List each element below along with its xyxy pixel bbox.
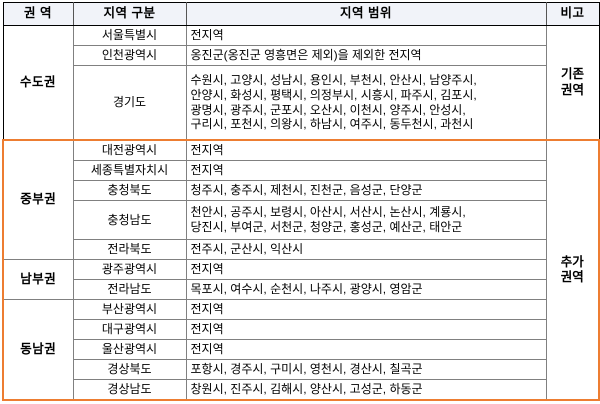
header-row: 권 역 지역 구분 지역 범위 비고 [2,2,600,26]
region-scope-line: 전지역 [190,302,224,317]
table-row: 경상북도 포항시, 경주시, 구미시, 영천시, 경산시, 칠곡군 [3,359,599,380]
region-scope-line: 당진시, 부여군, 서천군, 청양군, 홍성군, 예산군, 태안군 [190,220,463,234]
region-subdivision-cell: 광주광역시 [72,259,187,280]
region-scope-line: 창원시, 진주시, 김해시, 양산시, 고성군, 하동군 [190,382,423,397]
region-scope-cell: 옹진군(옹진군 영흥면은 제외)을 제외한 전지역 [185,45,547,66]
note-cell: 추가 권역 [545,139,600,401]
region-subdivision-cell: 경기도 [72,65,187,141]
region-scope-line: 포항시, 경주시, 구미시, 영천시, 경산시, 칠곡군 [190,362,423,377]
region-scope-line: 전지역 [190,143,224,158]
region-scope-line: 전지역 [190,322,224,337]
region-subdivision-cell: 대전광역시 [72,139,187,161]
region-scope-line: 천안시, 공주시, 보령시, 아산시, 서산시, 논산시, 계룡시, [190,205,466,220]
region-subdivision-cell: 세종특별자치시 [72,160,187,181]
note-cell: 기존 권역 [545,25,600,141]
region-scope-line: 전지역 [190,342,224,357]
region-scope-line: 전지역 [190,28,224,43]
region-subdivision-cell: 대구광역시 [72,319,187,340]
region-group-cell: 중부권 [2,139,74,260]
region-scope-cell: 전지역 [185,160,547,181]
region-subdivision-cell: 울산광역시 [72,339,187,360]
table-row: 대구광역시 전지역 [3,319,599,340]
region-scope-cell: 전지역 [185,339,547,360]
region-subdivision-cell: 전라남도 [72,279,187,300]
region-subdivision-cell: 서울특별시 [72,25,187,46]
region-scope-line: 광명시, 광주시, 군포시, 오산시, 이천시, 양주시, 안성시, [190,102,466,117]
region-scope-cell: 전주시, 군산시, 익산시 [185,239,547,260]
region-scope-line: 구리시, 포천시, 의왕시, 하남시, 여주시, 동두천시, 과천시 [190,117,474,132]
region-subdivision-cell: 경상남도 [72,379,187,401]
region-scope-cell: 청주시, 충주시, 제천시, 진천군, 음성군, 단양군 [185,180,547,201]
region-scope-line: 목포시, 여수시, 순천시, 나주시, 광양시, 영암군 [190,282,423,297]
table-row: 수도권 서울특별시 전지역 기존 권역 [2,25,600,141]
table-row: 경상남도 창원시, 진주시, 김해시, 양산시, 고성군, 하동군 [3,379,599,401]
table-header: 권 역 지역 구분 지역 범위 비고 [2,2,600,26]
region-subdivision-cell: 경상북도 [72,359,187,380]
table-row: 세종특별자치시 전지역 [3,160,599,181]
region-scope-line: 전지역 [190,163,224,178]
table-row: 남부권 광주광역시 전지역 [2,259,599,300]
column-header-jiyeok-beomwi: 지역 범위 [185,2,547,26]
table-row: 동남권 부산광역시 전지역 [2,299,599,401]
region-scope-line: 안양시, 화성시, 평택시, 의정부시, 시흥시, 파주시, 김포시, [190,87,477,102]
region-scope-cell: 수원시, 고양시, 성남시, 용인시, 부천시, 안산시, 남양주시, 안양시, … [185,65,547,141]
region-scope-cell: 목포시, 여수시, 순천시, 나주시, 광양시, 영암군 [185,279,547,300]
region-scope-cell: 천안시, 공주시, 보령시, 아산시, 서산시, 논산시, 계룡시, 당진시, 부… [185,200,547,240]
region-scope-cell: 전지역 [185,139,547,161]
region-scope-line: 전지역 [190,262,224,277]
column-header-gwonyeok: 권 역 [2,2,74,26]
table-row: 전라남도 목포시, 여수시, 순천시, 나주시, 광양시, 영암군 [3,279,599,300]
table-row: 충청남도 천안시, 공주시, 보령시, 아산시, 서산시, 논산시, 계룡시, 당진… [3,200,599,240]
region-subdivision-cell: 인천광역시 [72,45,187,66]
column-header-jiyeok-gubun: 지역 구분 [72,2,187,26]
table-row: 경기도 수원시, 고양시, 성남시, 용인시, 부천시, 안산시, 남양주시, 안양… [3,65,599,141]
note-line: 추가 [560,254,584,269]
table-row: 충청북도 청주시, 충주시, 제천시, 진천군, 음성군, 단양군 [3,180,599,201]
note-line: 권역 [560,270,584,284]
column-header-bigo: 비고 [545,2,600,26]
region-scope-line: 청주시, 충주시, 제천시, 진천군, 음성군, 단양군 [190,183,423,198]
table-row: 중부권 대전광역시 전지역 추가 권역 [2,139,600,401]
region-scope-cell: 전지역 [185,319,547,340]
region-subdivision-cell: 충청북도 [72,180,187,201]
region-scope-cell: 전지역 [185,259,547,280]
note-line: 기존 [560,67,584,82]
region-scope-cell: 전지역 [185,299,547,320]
region-scope-line: 옹진군(옹진군 영흥면은 제외)을 제외한 전지역 [190,48,422,63]
table-row: 전라북도 전주시, 군산시, 익산시 [3,239,599,260]
region-group-cell: 남부권 [2,259,74,300]
region-subdivision-cell: 전라북도 [72,239,187,260]
table-body: 수도권 서울특별시 전지역 기존 권역 인천광역시 옹진군(옹진군 영흥면은 제외)을 제외… [2,25,600,401]
region-scope-cell: 전지역 [185,25,547,46]
region-subdivision-cell: 부산광역시 [72,299,187,320]
region-subdivision-cell: 충청남도 [72,200,187,240]
region-scope-line: 수원시, 고양시, 성남시, 용인시, 부천시, 안산시, 남양주시, [190,73,477,88]
region-scope-cell: 포항시, 경주시, 구미시, 영천시, 경산시, 칠곡군 [185,359,547,380]
region-group-cell: 수도권 [2,25,74,141]
table-row: 인천광역시 옹진군(옹진군 영흥면은 제외)을 제외한 전지역 [3,45,599,66]
region-scope-cell: 창원시, 진주시, 김해시, 양산시, 고성군, 하동군 [185,379,547,401]
note-line: 권역 [560,82,584,97]
region-scope-line: 전주시, 군산시, 익산시 [190,242,304,257]
table-row: 울산광역시 전지역 [3,339,599,360]
region-group-cell: 동남권 [2,299,74,401]
